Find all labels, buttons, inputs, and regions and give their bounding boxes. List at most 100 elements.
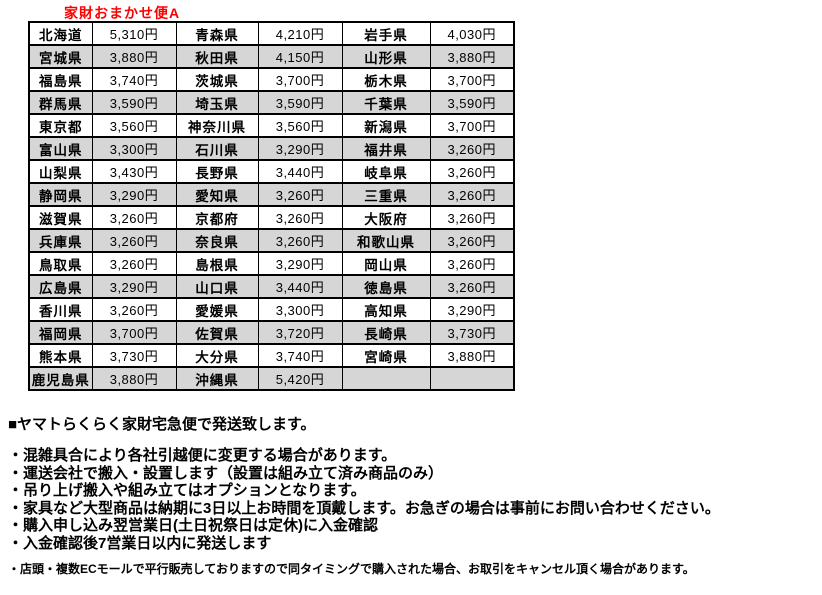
note-line: ・吊り上げ搬入や組み立てはオプションとなります。 <box>8 482 366 499</box>
prefecture-cell: 東京都 <box>28 113 93 138</box>
price-cell: 3,700円 <box>429 113 515 138</box>
price-cell: 3,880円 <box>91 366 177 391</box>
table-row: 群馬県 3,590円 埼玉県 3,590円 千葉県 3,590円 <box>28 90 515 115</box>
prefecture-cell: 北海道 <box>28 21 93 46</box>
prefecture-cell: 高知県 <box>341 297 431 322</box>
table-row: 熊本県 3,730円 大分県 3,740円 宮崎県 3,880円 <box>28 343 515 368</box>
prefecture-cell: 兵庫県 <box>28 228 93 253</box>
price-cell: 3,260円 <box>429 251 515 276</box>
price-cell: 3,260円 <box>429 182 515 207</box>
prefecture-cell: 宮城県 <box>28 44 93 69</box>
table-row: 滋賀県 3,260円 京都府 3,260円 大阪府 3,260円 <box>28 205 515 230</box>
price-cell: 3,740円 <box>91 67 177 92</box>
prefecture-cell: 京都府 <box>175 205 259 230</box>
price-cell: 3,260円 <box>429 205 515 230</box>
price-cell: 4,210円 <box>257 21 343 46</box>
table-row: 宮城県 3,880円 秋田県 4,150円 山形県 3,880円 <box>28 44 515 69</box>
price-cell: 3,880円 <box>429 343 515 368</box>
note-line: ・購入申し込み翌営業日(土日祝祭日は定休)に入金確認 <box>8 517 378 534</box>
price-cell: 4,030円 <box>429 21 515 46</box>
price-cell: 3,560円 <box>257 113 343 138</box>
prefecture-cell: 福岡県 <box>28 320 93 345</box>
table-row: 広島県 3,290円 山口県 3,440円 徳島県 3,260円 <box>28 274 515 299</box>
price-cell: 3,260円 <box>257 182 343 207</box>
prefecture-cell: 鹿児島県 <box>28 366 93 391</box>
note-line: ・家具など大型商品は納期に3日以上お時間を頂戴します。お急ぎの場合は事前にお問い… <box>8 499 720 517</box>
shipping-table-body: 北海道 5,310円 青森県 4,210円 岩手県 4,030円 宮城県 3,880円 秋田県 4… <box>28 21 515 391</box>
notes-list: ・混雑具合により各社引越便に変更する場合があります。 ・運送会社で搬入・設置します… <box>8 447 818 552</box>
prefecture-cell: 佐賀県 <box>175 320 259 345</box>
prefecture-cell: 岐阜県 <box>341 159 431 184</box>
prefecture-cell: 岩手県 <box>341 21 431 46</box>
prefecture-cell: 神奈川県 <box>175 113 259 138</box>
page-title: 家財おまかせ便A <box>64 5 181 21</box>
table-row: 福岡県 3,700円 佐賀県 3,720円 長崎県 3,730円 <box>28 320 515 345</box>
prefecture-cell: 愛媛県 <box>175 297 259 322</box>
price-cell: 3,880円 <box>429 44 515 69</box>
price-cell: 3,590円 <box>91 90 177 115</box>
table-row: 東京都 3,560円 神奈川県 3,560円 新潟県 3,700円 <box>28 113 515 138</box>
fine-print: ・店頭・複数ECモールで平行販売しておりますので同タイミングで購入された場合、お… <box>8 562 695 576</box>
price-cell: 3,720円 <box>257 320 343 345</box>
table-row: 北海道 5,310円 青森県 4,210円 岩手県 4,030円 <box>28 21 515 46</box>
prefecture-cell: 石川県 <box>175 136 259 161</box>
price-cell: 3,740円 <box>257 343 343 368</box>
price-cell: 3,260円 <box>257 228 343 253</box>
price-cell: 3,290円 <box>429 297 515 322</box>
table-row: 鳥取県 3,260円 島根県 3,290円 岡山県 3,260円 <box>28 251 515 276</box>
note-line: ・入金確認後7営業日以内に発送します <box>8 534 272 552</box>
prefecture-cell: 岡山県 <box>341 251 431 276</box>
prefecture-cell: 茨城県 <box>175 67 259 92</box>
price-cell: 3,260円 <box>91 205 177 230</box>
prefecture-cell: 鳥取県 <box>28 251 93 276</box>
prefecture-cell: 埼玉県 <box>175 90 259 115</box>
price-cell: 3,300円 <box>91 136 177 161</box>
prefecture-cell: 奈良県 <box>175 228 259 253</box>
price-cell: 3,880円 <box>91 44 177 69</box>
price-cell: 3,260円 <box>429 159 515 184</box>
prefecture-cell: 宮崎県 <box>341 343 431 368</box>
price-cell: 3,290円 <box>91 274 177 299</box>
note-line: ・運送会社で搬入・設置します（設置は組み立て済み商品のみ） <box>8 464 444 482</box>
prefecture-cell: 千葉県 <box>341 90 431 115</box>
table-row: 富山県 3,300円 石川県 3,290円 福井県 3,260円 <box>28 136 515 161</box>
price-cell: 3,700円 <box>91 320 177 345</box>
prefecture-cell: 福井県 <box>341 136 431 161</box>
prefecture-cell: 静岡県 <box>28 182 93 207</box>
price-cell: 5,310円 <box>91 21 177 46</box>
shipping-notes: ■ヤマトらくらく家財宅急便で発送致します。 ・混雑具合により各社引越便に変更する… <box>8 417 818 577</box>
prefecture-cell: 大阪府 <box>341 205 431 230</box>
price-cell: 3,590円 <box>257 90 343 115</box>
table-row: 鹿児島県 3,880円 沖縄県 5,420円 <box>28 366 515 391</box>
prefecture-cell: 栃木県 <box>341 67 431 92</box>
prefecture-cell: 三重県 <box>341 182 431 207</box>
price-cell: 3,260円 <box>91 228 177 253</box>
prefecture-cell: 青森県 <box>175 21 259 46</box>
prefecture-cell: 愛知県 <box>175 182 259 207</box>
price-cell: 3,440円 <box>257 274 343 299</box>
price-cell: 3,700円 <box>429 67 515 92</box>
price-cell: 3,260円 <box>91 251 177 276</box>
prefecture-cell: 富山県 <box>28 136 93 161</box>
table-row: 山梨県 3,430円 長野県 3,440円 岐阜県 3,260円 <box>28 159 515 184</box>
price-cell: 3,700円 <box>257 67 343 92</box>
price-cell: 3,730円 <box>91 343 177 368</box>
table-row: 福島県 3,740円 茨城県 3,700円 栃木県 3,700円 <box>28 67 515 92</box>
prefecture-cell: 福島県 <box>28 67 93 92</box>
prefecture-cell: 滋賀県 <box>28 205 93 230</box>
notes-heading: ■ヤマトらくらく家財宅急便で発送致します。 <box>8 416 316 433</box>
price-cell: 3,300円 <box>257 297 343 322</box>
prefecture-cell: 長野県 <box>175 159 259 184</box>
prefecture-cell: 和歌山県 <box>341 228 431 253</box>
price-cell: 3,290円 <box>257 136 343 161</box>
prefecture-cell: 群馬県 <box>28 90 93 115</box>
price-cell: 3,260円 <box>257 205 343 230</box>
prefecture-cell: 徳島県 <box>341 274 431 299</box>
price-cell: 4,150円 <box>257 44 343 69</box>
price-cell: 3,590円 <box>429 90 515 115</box>
prefecture-cell: 山梨県 <box>28 159 93 184</box>
price-cell: 3,290円 <box>91 182 177 207</box>
price-cell: 3,560円 <box>91 113 177 138</box>
prefecture-cell: 香川県 <box>28 297 93 322</box>
